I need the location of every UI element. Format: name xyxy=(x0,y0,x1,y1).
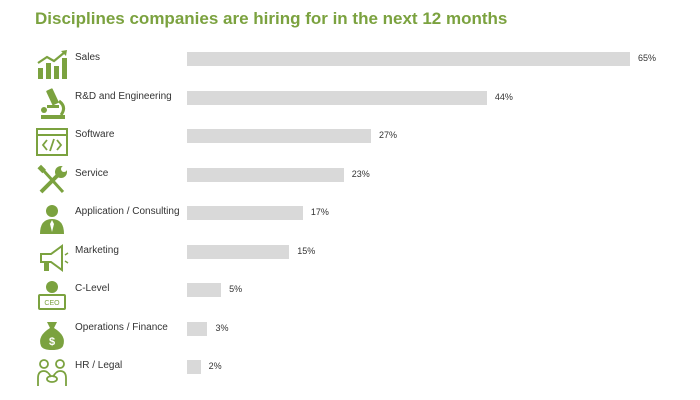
value-label: 15% xyxy=(297,245,316,256)
bar xyxy=(187,52,630,66)
bar-row: Service 23% xyxy=(0,164,700,198)
bar-row: Marketing 15% xyxy=(0,241,700,275)
category-label: Operations / Finance xyxy=(75,321,168,333)
bar-row: CEO C-Level 5% xyxy=(0,279,700,313)
bar xyxy=(187,244,290,259)
svg-text:CEO: CEO xyxy=(44,300,60,307)
chart-title: Disciplines companies are hiring for in … xyxy=(35,9,508,28)
consultant-icon xyxy=(35,202,69,236)
bar xyxy=(187,90,487,105)
ceo-icon: CEO xyxy=(35,279,69,313)
category-label: HR / Legal xyxy=(75,360,123,371)
value-label: 5% xyxy=(229,284,243,294)
wrench-screwdriver-icon xyxy=(35,164,69,198)
value-label: 23% xyxy=(351,168,370,179)
code-window-icon xyxy=(35,125,69,159)
bar xyxy=(187,283,222,297)
bar-row: R&D and Engineering 44% xyxy=(0,87,700,121)
category-label: Application / Consulting xyxy=(75,206,180,217)
value-label: 65% xyxy=(638,53,657,63)
handshake-people-icon xyxy=(35,356,69,390)
value-label: 44% xyxy=(494,91,513,102)
category-label: R&D and Engineering xyxy=(75,90,172,102)
category-label: Sales xyxy=(75,52,101,63)
bar-row: $ Operations / Finance 3% xyxy=(0,318,700,352)
value-label: 27% xyxy=(379,130,398,140)
growth-chart-icon xyxy=(35,48,69,82)
bar-row: HR / Legal 2% xyxy=(0,356,700,390)
bar xyxy=(187,206,303,220)
value-label: 3% xyxy=(215,322,229,333)
svg-text:$: $ xyxy=(49,336,55,348)
bar-row: Application / Consulting 17% xyxy=(0,202,700,236)
bar xyxy=(187,360,201,374)
microscope-icon xyxy=(35,87,69,121)
bar xyxy=(187,167,344,182)
bar xyxy=(187,129,371,143)
value-label: 17% xyxy=(310,207,329,217)
value-label: 2% xyxy=(208,361,222,371)
bar xyxy=(187,321,208,336)
category-label: Marketing xyxy=(75,244,119,256)
category-label: Software xyxy=(75,129,115,140)
megaphone-icon xyxy=(35,241,69,275)
category-label: Service xyxy=(75,167,109,179)
bar-row: Sales 65% xyxy=(0,48,700,82)
money-bag-icon: $ xyxy=(35,318,69,352)
category-label: C-Level xyxy=(75,283,110,294)
bar-row: Software 27% xyxy=(0,125,700,159)
